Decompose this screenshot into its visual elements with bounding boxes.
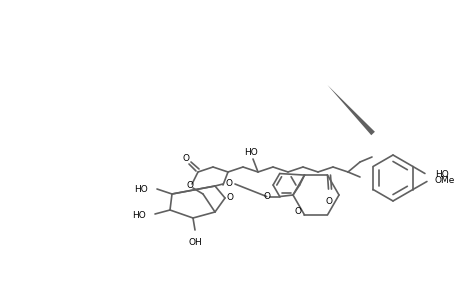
Text: O: O [325,197,332,206]
Polygon shape [327,85,374,135]
Text: O: O [294,207,301,216]
Text: O: O [186,182,193,190]
Text: HO: HO [132,211,146,220]
Text: HO: HO [244,148,257,157]
Text: O: O [225,179,232,188]
Text: OH: OH [188,238,202,247]
Text: O: O [182,154,189,163]
Text: O: O [263,192,269,201]
Text: OMe: OMe [434,176,454,185]
Text: O: O [226,194,234,202]
Text: HO: HO [134,184,148,194]
Text: HO: HO [434,170,448,179]
